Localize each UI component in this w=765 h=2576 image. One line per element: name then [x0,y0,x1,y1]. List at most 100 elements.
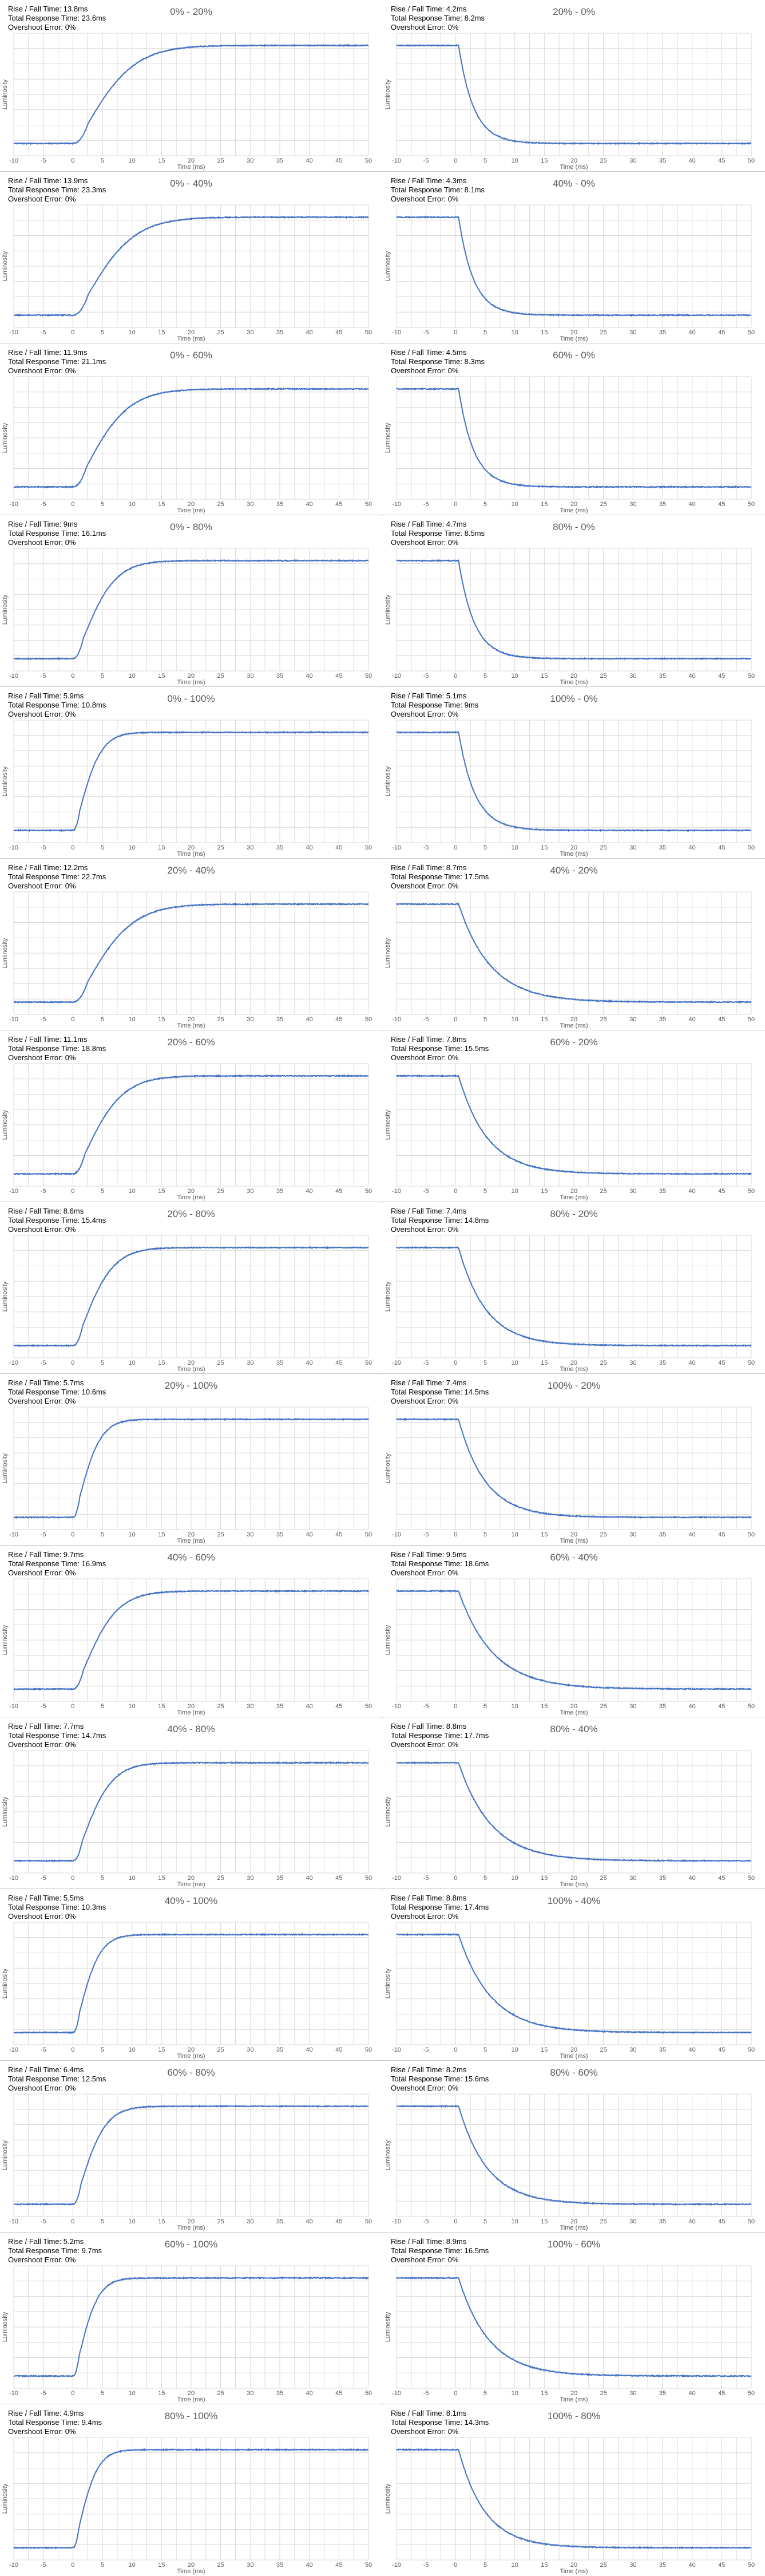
row-divider [0,1545,765,1546]
total-response-time-text: Total Response Time: 14.8ms [391,1216,489,1224]
x-tick-label: 20 [188,844,195,851]
rise-fall-time-text: Rise / Fall Time: 5.9ms [8,692,84,700]
x-tick-label: 40 [689,844,696,851]
total-response-time-text: Total Response Time: 8.2ms [391,14,485,22]
overshoot-error-text: Overshoot Error: 0% [391,710,459,718]
luminosity-series-line [13,44,369,145]
x-tick-label: 5 [101,1531,104,1538]
x-tick-label: 45 [718,1188,725,1195]
x-tick-label: 10 [129,673,136,679]
total-response-time-text: Total Response Time: 14.3ms [391,2418,489,2427]
chart-title: 100% - 80% [548,2411,601,2421]
x-tick-label: 20 [188,1703,195,1710]
rise-fall-time-text: Rise / Fall Time: 4.9ms [8,2409,84,2417]
x-tick-label: 0 [71,1703,74,1710]
x-tick-label: 30 [247,1875,253,1882]
x-tick-label: 25 [600,673,607,679]
chart-title: 60% - 20% [550,1037,597,1048]
x-tick-label: 35 [276,673,283,679]
chart-panel: Rise / Fall Time: 13.9ms Total Response T… [0,172,382,342]
x-axis-label: Time (ms) [560,335,588,342]
overshoot-error-text: Overshoot Error: 0% [8,538,76,547]
x-tick-label: 45 [335,673,342,679]
x-tick-label: 0 [71,1875,74,1882]
x-tick-label: 30 [247,673,253,679]
x-tick-label: 5 [101,1875,104,1882]
x-tick-label: 5 [101,2046,104,2053]
x-tick-label: 20 [188,1016,195,1023]
y-axis-label: Luminosity [2,1625,9,1655]
x-tick-label: 20 [188,2390,195,2397]
x-tick-label: 45 [335,329,342,336]
x-tick-label: 20 [570,2390,577,2397]
x-tick-label: -5 [423,501,429,508]
chart-panel: Rise / Fall Time: 5.9ms Total Response Ti… [0,687,382,858]
x-tick-label: 15 [158,1016,165,1023]
rise-fall-time-text: Rise / Fall Time: 8.7ms [391,863,467,872]
x-tick-label: 20 [570,1188,577,1195]
x-tick-label: 20 [188,2046,195,2053]
x-tick-label: 50 [748,673,755,679]
x-tick-label: 35 [659,2046,666,2053]
rise-fall-time-text: Rise / Fall Time: 6.4ms [8,2065,84,2074]
x-tick-label: 35 [659,1016,666,1023]
rise-fall-time-text: Rise / Fall Time: 8.2ms [391,2065,467,2074]
x-axis-label: Time (ms) [177,335,205,342]
x-tick-label: 40 [306,329,313,336]
overshoot-error-text: Overshoot Error: 0% [391,23,459,31]
x-tick-label: -10 [9,1875,18,1882]
x-tick-label: 30 [629,1016,636,1023]
x-tick-label: 0 [454,2390,457,2397]
total-response-time-text: Total Response Time: 14.7ms [8,1731,106,1740]
total-response-time-text: Total Response Time: 15.5ms [391,1044,489,1053]
x-tick-label: 35 [659,1531,666,1538]
x-tick-label: 20 [188,1531,195,1538]
x-tick-label: 15 [541,673,548,679]
x-tick-label: 35 [276,2218,283,2225]
x-tick-label: 40 [689,1360,696,1366]
x-tick-label: 5 [483,1703,487,1710]
x-tick-label: 50 [748,2046,755,2053]
x-tick-label: 40 [689,1016,696,1023]
x-tick-label: 40 [689,2218,696,2225]
total-response-time-text: Total Response Time: 8.3ms [391,357,485,366]
x-tick-label: 50 [748,2562,755,2569]
row-divider [0,2404,765,2405]
x-tick-label: 15 [158,2562,165,2569]
x-tick-label: 5 [101,1016,104,1023]
x-tick-label: 40 [689,1875,696,1882]
x-tick-label: -5 [423,2046,429,2053]
x-tick-label: 50 [365,1875,372,1882]
x-tick-label: 0 [71,1531,74,1538]
overshoot-error-text: Overshoot Error: 0% [391,1397,459,1405]
x-tick-label: 45 [718,329,725,336]
x-tick-label: -10 [392,2562,401,2569]
chart-title: 100% - 20% [548,1380,601,1391]
x-tick-label: 5 [101,673,104,679]
x-tick-label: 0 [71,1360,74,1366]
luminosity-series-line [13,2276,369,2378]
y-axis-label: Luminosity [385,1453,391,1483]
overshoot-error-text: Overshoot Error: 0% [8,1740,76,1749]
chart-panel: Rise / Fall Time: 5.1ms Total Response Ti… [383,687,765,858]
x-tick-label: 40 [306,1531,313,1538]
x-tick-label: 50 [365,673,372,679]
x-axis-label: Time (ms) [177,1538,205,1544]
y-axis-label: Luminosity [385,251,391,281]
total-response-time-text: Total Response Time: 10.8ms [8,701,106,709]
chart-title: 80% - 60% [550,2067,597,2078]
x-tick-label: 15 [158,2218,165,2225]
total-response-time-text: Total Response Time: 9.4ms [8,2418,102,2427]
x-tick-label: 0 [71,2046,74,2053]
x-tick-label: 0 [71,1188,74,1195]
x-tick-label: -10 [392,2046,401,2053]
x-tick-label: 20 [188,1360,195,1366]
x-tick-label: -5 [41,1531,46,1538]
x-tick-label: -10 [9,2562,18,2569]
x-tick-label: -5 [423,1531,429,1538]
x-tick-label: 30 [247,2218,253,2225]
